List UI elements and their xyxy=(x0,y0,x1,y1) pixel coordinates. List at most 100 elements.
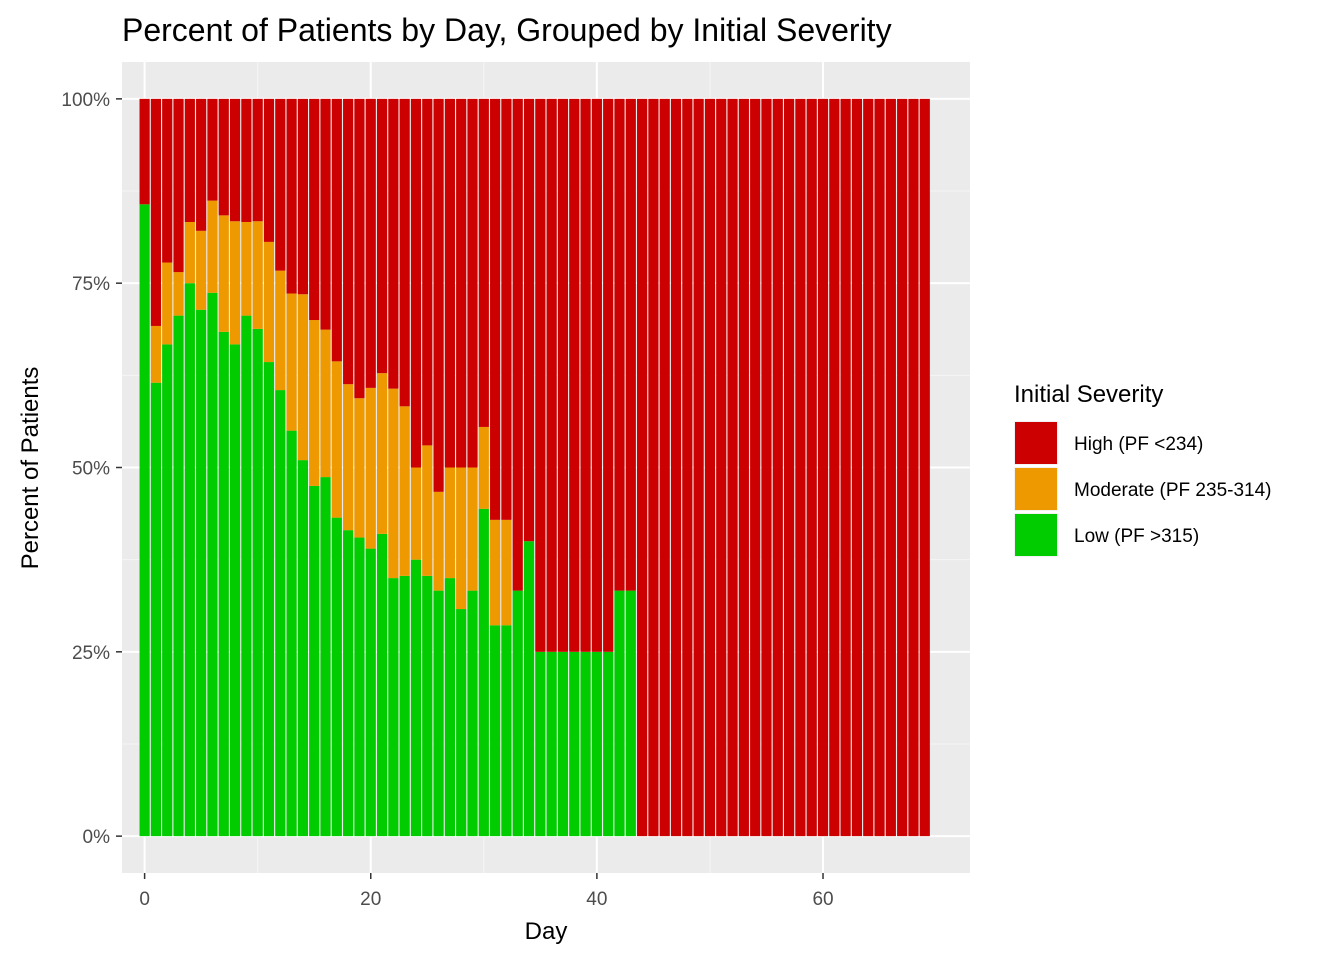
legend-title: Initial Severity xyxy=(1014,381,1163,408)
bar-segment xyxy=(444,467,455,579)
y-tick-label: 75% xyxy=(72,274,110,295)
bar-segment xyxy=(444,578,455,837)
legend-key-swatch xyxy=(1015,422,1057,464)
bar-segment xyxy=(908,98,919,837)
legend: Initial Severity High (PF <234) Moderate … xyxy=(1014,381,1272,557)
bar-segment xyxy=(569,651,580,837)
bar-segment xyxy=(523,98,535,542)
bar-segment xyxy=(139,98,150,205)
bar-segment xyxy=(693,98,704,837)
bar-segment xyxy=(727,98,738,837)
bar-segment xyxy=(422,445,433,576)
bar-segment xyxy=(501,519,512,626)
bar-segment xyxy=(241,98,252,222)
bar-segment xyxy=(399,406,410,576)
bar-segment xyxy=(309,485,320,837)
bar-segment xyxy=(196,98,207,231)
bar-segment xyxy=(591,98,602,652)
bar-segment xyxy=(478,426,489,509)
bar-segment xyxy=(297,98,308,295)
bar-segment xyxy=(343,384,354,531)
bar-segment xyxy=(388,388,399,579)
legend-key-swatch xyxy=(1015,514,1057,556)
bar-segment xyxy=(410,559,422,837)
bar-segment xyxy=(422,575,433,837)
bar-segment xyxy=(467,98,478,468)
bar-segment xyxy=(580,98,591,652)
bar-segment xyxy=(376,98,388,374)
bar-segment xyxy=(173,315,184,837)
bar-segment xyxy=(772,98,783,837)
legend-entry-label: Moderate (PF 235-314) xyxy=(1074,480,1272,501)
bar-segment xyxy=(218,98,229,216)
bar-segment xyxy=(365,98,376,388)
bar-segment xyxy=(354,537,365,837)
bar-segment xyxy=(241,315,252,837)
bar-segment xyxy=(150,325,162,383)
bar-segment xyxy=(501,98,512,520)
bar-segment xyxy=(625,98,636,591)
bar-segment xyxy=(365,387,376,549)
bar-segment xyxy=(286,293,297,431)
bar-segment xyxy=(196,230,207,310)
bar-segment xyxy=(501,625,512,837)
bar-segment xyxy=(207,292,218,837)
bar-segment xyxy=(354,98,365,399)
bar-segment xyxy=(320,477,331,837)
bar-segment xyxy=(456,609,467,837)
bar-segment xyxy=(365,548,376,837)
bar-segment xyxy=(150,98,162,326)
bar-segment xyxy=(603,651,614,837)
bar-segment xyxy=(614,590,625,837)
bar-segment xyxy=(614,98,625,591)
bar-segment xyxy=(840,98,851,837)
bars xyxy=(139,98,930,837)
bar-segment xyxy=(207,98,218,201)
bar-segment xyxy=(410,467,422,560)
bar-segment xyxy=(648,98,659,837)
bar-segment xyxy=(252,98,263,222)
bar-segment xyxy=(546,98,557,652)
bar-segment xyxy=(897,98,908,837)
bar-segment xyxy=(659,98,670,837)
bar-segment xyxy=(184,98,195,222)
bar-segment xyxy=(343,530,354,837)
bar-segment xyxy=(286,430,297,837)
bar-segment xyxy=(309,98,320,321)
bar-segment xyxy=(761,98,772,837)
bar-segment xyxy=(478,98,489,427)
bar-segment xyxy=(490,625,501,837)
bar-segment xyxy=(490,98,501,520)
bar-segment xyxy=(863,98,874,837)
bar-segment xyxy=(297,460,308,837)
bar-segment xyxy=(523,541,535,837)
bar-segment xyxy=(490,519,501,626)
bar-segment xyxy=(320,329,331,478)
bar-segment xyxy=(410,98,422,468)
bar-segment xyxy=(376,373,388,534)
bar-segment xyxy=(738,98,749,837)
bar-segment xyxy=(252,221,263,329)
chart-title: Percent of Patients by Day, Grouped by I… xyxy=(122,12,892,48)
bar-segment xyxy=(851,98,863,837)
bar-segment xyxy=(433,590,444,837)
bar-segment xyxy=(874,98,885,837)
bar-segment xyxy=(354,398,365,538)
y-tick-label: 100% xyxy=(61,90,110,111)
bar-segment xyxy=(162,344,173,837)
x-tick-label: 0 xyxy=(139,889,150,910)
bar-segment xyxy=(275,270,286,391)
bar-segment xyxy=(229,344,241,837)
x-axis: 0 20 40 60 xyxy=(139,873,834,910)
bar-segment xyxy=(263,98,275,242)
bar-segment xyxy=(275,390,286,837)
bar-segment xyxy=(512,98,523,591)
bar-segment xyxy=(173,98,184,273)
bar-segment xyxy=(456,467,467,610)
bar-segment xyxy=(252,328,263,837)
bar-segment xyxy=(919,98,930,837)
x-axis-title: Day xyxy=(525,918,568,945)
bar-segment xyxy=(184,221,195,284)
bar-segment xyxy=(388,98,399,389)
